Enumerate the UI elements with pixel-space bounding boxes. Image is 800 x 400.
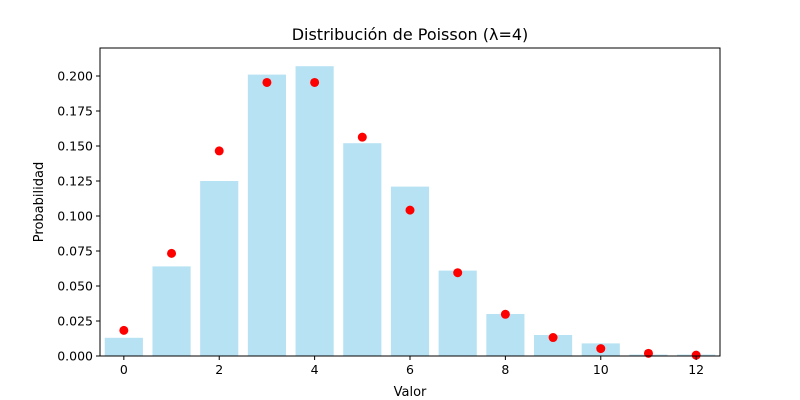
bar-9 <box>534 335 573 356</box>
x-axis: 0 2 4 6 8 10 12 <box>120 356 704 377</box>
bar-4 <box>295 66 334 356</box>
point-12 <box>691 350 701 360</box>
x-tick-label-2: 2 <box>215 362 223 377</box>
point-1 <box>167 248 177 258</box>
point-6 <box>405 205 415 215</box>
bar-0 <box>104 337 143 356</box>
point-10 <box>596 344 606 354</box>
x-tick-label-6: 6 <box>406 362 414 377</box>
x-axis-label: Valor <box>394 385 427 400</box>
y-tick-label-0.150: 0.150 <box>57 139 93 154</box>
bar-3 <box>247 74 286 356</box>
point-7 <box>453 268 463 278</box>
y-tick-label-0.100: 0.100 <box>57 209 93 224</box>
x-tick-label-8: 8 <box>501 362 509 377</box>
point-8 <box>500 309 510 319</box>
bar-6 <box>390 186 430 356</box>
bar-1 <box>152 266 191 356</box>
y-tick-label-0.175: 0.175 <box>57 104 93 119</box>
point-0 <box>119 325 129 335</box>
y-axis: 0.000 0.025 0.050 0.075 0.100 0.125 0.150 0.175… <box>57 69 100 364</box>
bar-5 <box>343 143 382 356</box>
y-tick-label-0.000: 0.000 <box>57 349 93 364</box>
x-tick-label-12: 12 <box>688 362 704 377</box>
point-3 <box>262 77 272 87</box>
bar-7 <box>438 270 477 356</box>
x-tick-label-10: 10 <box>593 362 609 377</box>
x-tick-label-0: 0 <box>120 362 128 377</box>
y-tick-label-0.025: 0.025 <box>57 314 93 329</box>
x-tick-label-4: 4 <box>311 362 319 377</box>
scatter-series <box>119 77 701 360</box>
chart-title: Distribución de Poisson (λ=4) <box>292 25 529 44</box>
bar-series <box>104 66 716 356</box>
point-5 <box>357 132 367 142</box>
bar-8 <box>486 314 525 356</box>
bar-2 <box>200 181 239 356</box>
y-tick-label-0.050: 0.050 <box>57 279 93 294</box>
point-2 <box>214 146 224 156</box>
y-tick-label-0.125: 0.125 <box>57 174 93 189</box>
y-axis-label: Probabilidad <box>32 162 47 242</box>
point-4 <box>310 77 320 87</box>
y-tick-label-0.200: 0.200 <box>57 69 93 84</box>
y-tick-label-0.075: 0.075 <box>57 244 93 259</box>
point-9 <box>548 333 558 343</box>
